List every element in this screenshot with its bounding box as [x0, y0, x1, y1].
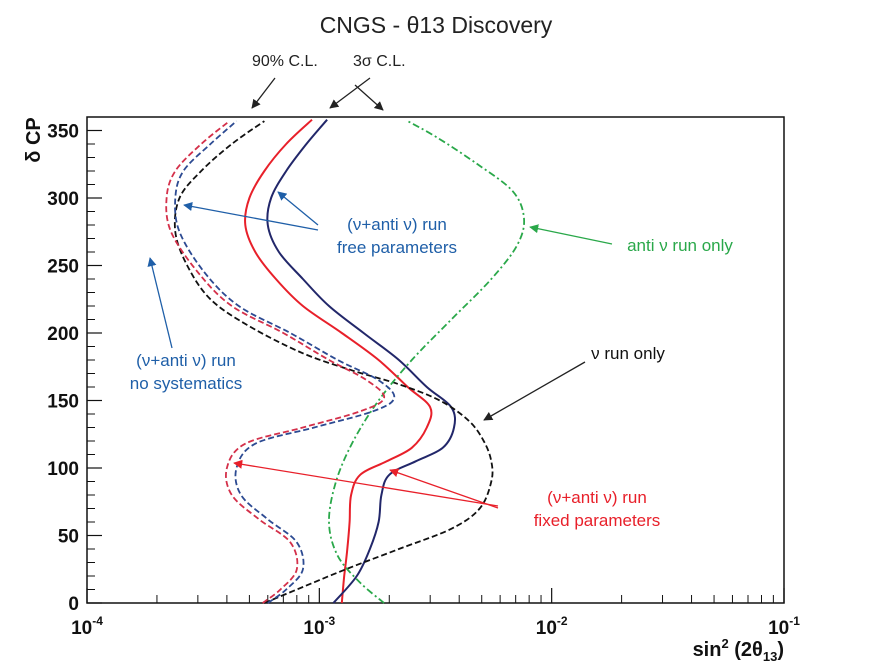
chart-title: CNGS - θ13 Discovery [320, 12, 553, 38]
x-axis-title: sin2 (2θ13) [693, 636, 784, 664]
arrow-free-2 [277, 191, 319, 226]
arrow-free-1 [183, 202, 319, 231]
y-tick-label: 150 [47, 392, 79, 413]
x-axis-title-base: sin [693, 639, 722, 661]
label-free-line2: free parameters [337, 238, 457, 257]
arrow-nosys [147, 257, 173, 349]
label-fixed-line2: fixed parameters [534, 511, 661, 530]
series-line-0 [244, 118, 433, 604]
label-antinu: anti ν run only [627, 236, 733, 255]
label-cl3s: 3σ C.L. [353, 53, 406, 70]
y-tick-label: 250 [47, 257, 79, 278]
label-nosys-line2: no systematics [130, 374, 242, 393]
y-tick-label: 300 [47, 189, 79, 210]
y-tick-label: 50 [58, 527, 79, 548]
label-fixed-line1: (ν+anti ν) run [547, 488, 647, 507]
x-axis-title-close: ) [777, 639, 784, 661]
series-line-1 [266, 119, 457, 604]
x-tick-label: 10-3 [303, 614, 335, 639]
label-nu: ν run only [591, 344, 665, 363]
x-axis-title-rest: (2θ [729, 639, 763, 661]
y-axis: 0 50 100 150 200 250 300 350 [47, 116, 102, 615]
x-tick-label: 10-4 [71, 614, 103, 639]
arrow-antinu [529, 224, 613, 245]
series-line-5 [174, 120, 396, 604]
label-nosys-line1: (ν+anti ν) run [136, 351, 236, 370]
series-line-2 [173, 120, 494, 604]
series-layer [165, 118, 526, 604]
x-tick-label: 10-2 [536, 614, 568, 639]
arrow-cl3s-2 [354, 84, 384, 111]
series-line-4 [165, 120, 386, 604]
x-axis-title-exp: 2 [721, 636, 728, 651]
x-axis-title-sub: 13 [763, 649, 777, 664]
x-tick-label: 10-1 [768, 614, 800, 639]
y-tick-label: 100 [47, 459, 79, 480]
label-free-line1: (ν+anti ν) run [347, 215, 447, 234]
arrow-cl90 [251, 77, 276, 109]
y-tick-label: 0 [68, 594, 79, 615]
y-tick-label: 200 [47, 324, 79, 345]
series-line-3 [328, 120, 526, 604]
arrow-cl3s-1 [329, 77, 371, 109]
label-cl90: 90% C.L. [252, 53, 318, 70]
x-axis: 10-4 10-3 10-2 10-1 [71, 588, 800, 639]
arrow-fixed-2 [389, 468, 499, 509]
arrow-fixed-1 [233, 459, 499, 507]
y-tick-label: 350 [47, 122, 79, 143]
y-axis-title: δ CP [23, 117, 45, 162]
arrow-nu [483, 361, 586, 421]
annotation-arrows [147, 77, 613, 509]
